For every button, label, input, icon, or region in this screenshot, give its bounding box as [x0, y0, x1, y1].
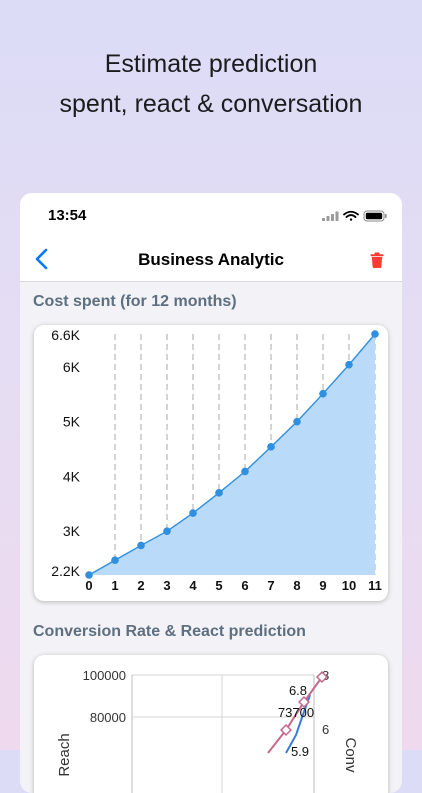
data-point: [137, 541, 145, 550]
x-tick-label: 1: [111, 578, 118, 593]
cost-section-title: Cost spent (for 12 months): [33, 293, 237, 310]
y-tick-label: 4K: [63, 468, 81, 484]
phone-screen: 13:54: [20, 193, 402, 793]
trash-icon[interactable]: [370, 252, 384, 268]
x-tick-label: 8: [293, 578, 300, 593]
cost-chart-card: 2.2K 3K 4K 5K 6K 6.6K 0 1 2 3 4 5 6 7 8 9 10 11: [34, 325, 388, 601]
data-point: [267, 443, 275, 451]
x-tick-label: 2: [137, 578, 144, 593]
data-label: 5.9: [291, 744, 309, 759]
data-point: [85, 571, 93, 579]
data-point: [371, 330, 379, 338]
x-tick-label: 7: [267, 578, 274, 593]
x-tick-label: 6: [241, 578, 248, 593]
conversion-point: [297, 695, 311, 709]
status-bar: 13:54: [20, 193, 402, 237]
data-point: [189, 509, 197, 517]
data-point: [319, 389, 327, 398]
data-point: [345, 360, 353, 369]
cost-series-line: [88, 333, 376, 576]
x-tick-label: 10: [342, 578, 356, 593]
right-axis-label: Conv: [342, 737, 359, 773]
data-label: 6.8: [289, 683, 307, 698]
page-title: Business Analytic: [138, 250, 284, 269]
y-tick-label: 5K: [63, 414, 81, 430]
left-tick-label: 80000: [90, 710, 126, 725]
data-point: [293, 417, 301, 426]
data-label: 73700: [278, 705, 314, 720]
promo-caption: Estimate prediction spent, react & conve…: [0, 44, 422, 124]
y-tick-label: 6.6K: [51, 327, 80, 343]
x-tick-label: 5: [215, 578, 222, 593]
cost-area-fill: [89, 334, 375, 575]
left-tick-label: 100000: [83, 668, 126, 683]
conversion-section-title: Conversion Rate & React prediction: [33, 623, 306, 640]
y-tick-label: 2.2K: [51, 563, 80, 579]
status-time: 13:54: [48, 207, 87, 224]
promo-line-1: Estimate prediction: [104, 50, 318, 78]
data-point: [215, 489, 223, 497]
x-tick-label: 3: [163, 578, 170, 593]
data-point: [241, 467, 249, 476]
battery-icon: [363, 210, 387, 222]
wifi-icon: [343, 210, 359, 221]
data-point: [163, 527, 171, 535]
navigation-bar: Business Analytic: [20, 237, 402, 282]
left-axis-label: Reach: [56, 733, 73, 776]
x-tick-label: 0: [85, 578, 92, 593]
chevron-left-icon[interactable]: [32, 247, 54, 271]
cost-chart: 2.2K 3K 4K 5K 6K 6.6K 0 1 2 3 4 5 6 7 8 9 10 11: [51, 327, 382, 593]
y-tick-label: 3K: [63, 523, 81, 539]
x-tick-label: 11: [368, 578, 382, 593]
data-point: [111, 556, 119, 565]
conversion-point: [315, 670, 329, 684]
cellular-signal-icon: [322, 211, 339, 221]
promo-line-2: spent, react & conversation: [59, 90, 363, 118]
x-tick-label: 4: [189, 578, 197, 593]
conversion-series-line: [267, 676, 323, 754]
status-icons: [322, 209, 388, 227]
right-tick-label: 6: [322, 722, 329, 737]
y-tick-label: 6K: [63, 359, 81, 375]
conversion-point: [279, 723, 293, 737]
x-tick-label: 9: [319, 578, 326, 593]
